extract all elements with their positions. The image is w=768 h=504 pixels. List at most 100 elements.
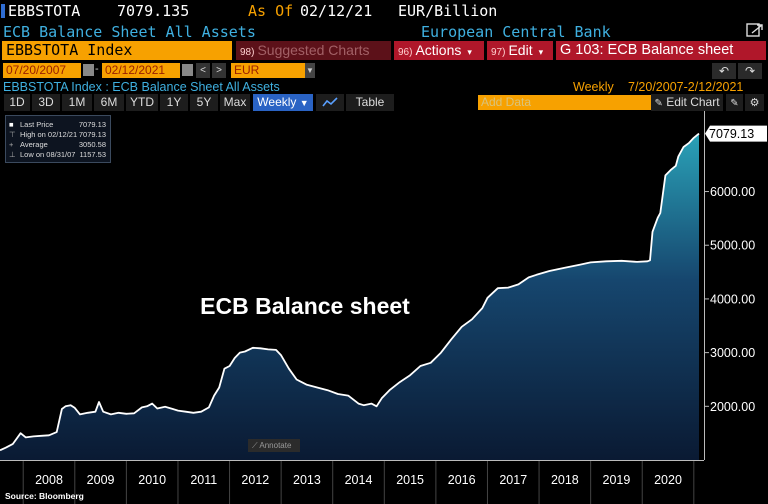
security-input[interactable]: EBBSTOTA Index xyxy=(2,41,232,60)
as-of-label: As Of xyxy=(248,2,294,20)
redo-button[interactable]: ↷ xyxy=(738,63,762,79)
function-toolbar: EBBSTOTA Index 98) Suggested Charts 96) Ac… xyxy=(0,41,768,61)
suggested-number: 98) xyxy=(240,47,255,58)
annotate-button[interactable]: ⟋ Annotate xyxy=(248,439,300,452)
y-tick-label: 4000.00 xyxy=(710,292,755,306)
x-tick-label: 2017 xyxy=(499,473,527,487)
x-tick-label: 2016 xyxy=(448,473,476,487)
legend-average: + Average xyxy=(9,140,48,150)
chart-toolbar: 1D 3D 1M 6M YTD 1Y 5Y Max Weekly ▼ Table… xyxy=(0,94,768,111)
start-date-input[interactable]: 07/20/2007 xyxy=(3,63,81,78)
period-3d[interactable]: 3D xyxy=(32,94,60,111)
actions-dropdown-icon: ▾ xyxy=(467,47,472,57)
description-row: ECB Balance Sheet All Assets European Ce… xyxy=(0,22,768,41)
x-tick-label: 2012 xyxy=(241,473,269,487)
actions-label: Actions xyxy=(415,42,462,58)
next-period-button[interactable]: > xyxy=(212,63,226,78)
y-tick-label: 3000.00 xyxy=(710,346,755,360)
prev-period-button[interactable]: < xyxy=(196,63,210,78)
calendar-icon[interactable] xyxy=(182,64,193,76)
legend-panel[interactable]: ■ Last Price ⊤ High on 02/12/21 + Averag… xyxy=(5,115,111,163)
suggested-label: Suggested Charts xyxy=(257,42,370,58)
currency-value: EUR xyxy=(234,63,260,77)
legend-high-label: High on 02/12/21 xyxy=(20,130,78,139)
high-marker-icon: ⊤ xyxy=(9,130,16,139)
last-value-tag-shape xyxy=(705,125,767,142)
x-tick-label: 2010 xyxy=(138,473,166,487)
frequency-select[interactable]: Weekly ▼ xyxy=(253,94,313,111)
currency-select[interactable]: EUR ▼ xyxy=(231,63,315,78)
period-ytd[interactable]: YTD xyxy=(126,94,158,111)
table-button[interactable]: Table xyxy=(346,94,394,111)
gear-icon: ⚙ xyxy=(749,97,760,109)
line-chart-toggle[interactable] xyxy=(316,94,344,111)
legend-low-label: Low on 08/31/07 xyxy=(20,150,76,159)
security-description: ECB Balance Sheet All Assets xyxy=(3,23,256,41)
issuer-name[interactable]: European Central Bank xyxy=(421,23,611,41)
period-1y[interactable]: 1Y xyxy=(160,94,188,111)
y-tick-label: 2000.00 xyxy=(710,400,755,414)
legend-last-price: ■ Last Price xyxy=(9,120,54,130)
legend-last-price-value: 7079.13 xyxy=(78,120,106,129)
chart-title-row: EBBSTOTA Index : ECB Balance Sheet All A… xyxy=(0,80,768,94)
share-icon[interactable] xyxy=(746,23,764,39)
area-fill xyxy=(0,133,699,460)
chart-annotation: ECB Balance sheet xyxy=(200,293,410,319)
undo-button[interactable]: ↶ xyxy=(712,63,736,79)
ticker-marker xyxy=(1,4,5,18)
edit-chart-label: Edit Chart xyxy=(666,95,720,109)
period-max[interactable]: Max xyxy=(220,94,250,111)
last-value-label: 7079.13 xyxy=(709,127,754,141)
x-tick-label: 2011 xyxy=(190,473,217,487)
pencil-icon: ✎ xyxy=(654,98,663,109)
unit-label: EUR/Billion xyxy=(398,2,498,20)
legend-average-label: Average xyxy=(20,140,48,149)
actions-button[interactable]: 96) Actions ▾ xyxy=(394,41,484,60)
period-1m[interactable]: 1M xyxy=(62,94,92,111)
legend-low: ⊥ Low on 08/31/07 xyxy=(9,150,76,160)
low-marker-icon: ⊥ xyxy=(9,150,16,159)
chart-period: 7/20/2007-2/12/2021 xyxy=(628,80,744,94)
edit-button[interactable]: 97) Edit ▾ xyxy=(487,41,553,60)
calendar-icon[interactable] xyxy=(83,64,94,76)
suggested-charts-button[interactable]: 98) Suggested Charts xyxy=(236,41,391,60)
quote-header: EBBSTOTA 7079.135 As Of 02/12/21 EUR/Bil… xyxy=(0,0,768,22)
x-tick-label: 2008 xyxy=(35,473,63,487)
actions-number: 96) xyxy=(398,47,413,58)
ticker[interactable]: EBBSTOTA xyxy=(8,2,81,20)
period-5y[interactable]: 5Y xyxy=(190,94,218,111)
period-1d[interactable]: 1D xyxy=(4,94,30,111)
legend-high-value: 7079.13 xyxy=(78,130,106,139)
x-tick-label: 2009 xyxy=(87,473,115,487)
settings-button[interactable]: ⚙ xyxy=(745,94,764,111)
average-marker-icon: + xyxy=(9,140,14,149)
end-date-input[interactable]: 02/12/2021 xyxy=(102,63,180,78)
edit-dropdown-icon: ▾ xyxy=(538,47,544,57)
chevron-down-icon: ▼ xyxy=(299,98,309,108)
x-tick-label: 2019 xyxy=(603,473,631,487)
line-chart-icon xyxy=(322,97,338,107)
frequency-value: Weekly xyxy=(257,95,297,109)
legend-last-price-label: Last Price xyxy=(20,120,54,129)
last-value-tag: 7079.13 xyxy=(705,125,767,142)
x-tick-label: 2015 xyxy=(396,473,424,487)
y-tick-label: 6000.00 xyxy=(710,185,755,199)
x-tick-label: 2013 xyxy=(293,473,321,487)
legend-average-value: 3050.58 xyxy=(78,140,106,149)
range-separator: - xyxy=(95,63,99,75)
chevron-down-icon: ▼ xyxy=(305,63,315,78)
pencil-icon: ⟋ xyxy=(252,441,260,450)
chart-frequency: Weekly xyxy=(573,80,614,94)
draw-icon: ✎ xyxy=(730,98,739,109)
chart-function-title[interactable]: G 103: ECB Balance sheet xyxy=(556,41,766,60)
annotate-label: Annotate xyxy=(259,441,292,450)
edit-chart-button[interactable]: ✎ Edit Chart xyxy=(651,94,723,111)
add-data-input[interactable]: Add Data xyxy=(478,95,664,110)
draw-tool-button[interactable]: ✎ xyxy=(726,94,743,111)
period-6m[interactable]: 6M xyxy=(94,94,124,111)
as-of-date: 02/12/21 xyxy=(300,2,373,20)
date-range-row: 07/20/2007 - 02/12/2021 < > EUR ▼ ↶ ↷ xyxy=(0,62,768,80)
legend-high: ⊤ High on 02/12/21 xyxy=(9,130,78,140)
chart-svg: 2000.00 3000.00 4000.00 5000.00 6000.00 2008 2… xyxy=(0,111,767,504)
edit-number: 97) xyxy=(491,47,506,58)
